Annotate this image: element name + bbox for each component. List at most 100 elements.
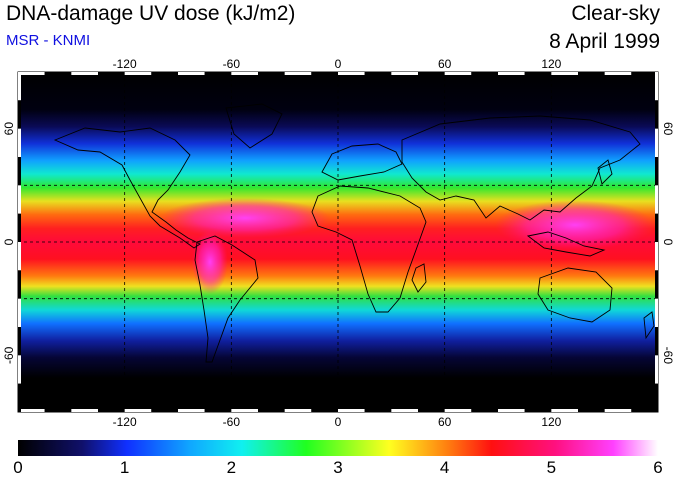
frame-segment-top: [444, 72, 472, 75]
frame-segment-bottom: [551, 409, 578, 412]
frame-segment-left: [18, 327, 21, 356]
frame-segment-right: [655, 327, 658, 356]
lon-label-bottom: -60: [223, 415, 241, 429]
asia-coast: [401, 115, 641, 221]
frame-segment-left: [18, 355, 21, 384]
frame-segment-top: [311, 72, 338, 75]
lat-label-right: -60: [661, 347, 675, 365]
frame-segment-top: [284, 72, 312, 75]
frame-segment-bottom: [71, 409, 98, 412]
frame-segment-top: [364, 72, 392, 75]
frame-segment-top: [524, 72, 552, 75]
frame-segment-left: [18, 213, 21, 242]
frame-segment-top: [498, 72, 525, 75]
colorbar-label: 3: [333, 458, 343, 477]
frame-segment-top: [418, 72, 445, 75]
south-america-coast: [194, 235, 259, 363]
frame-segment-bottom: [178, 409, 205, 412]
lon-label-top: -60: [223, 57, 241, 71]
colorbar-label: 0: [13, 458, 23, 477]
lat-label-left: -60: [2, 346, 16, 364]
sky-condition: Clear-sky: [571, 2, 660, 25]
lon-label-top: 0: [335, 57, 342, 71]
lon-label-top: -120: [113, 57, 137, 71]
tick-labels: -120 -120 -60 -60 0 0 60 60 120 120 -60 -60 0 0 60 60: [2, 57, 675, 429]
map-title: DNA-damage UV dose (kJ/m2): [6, 2, 296, 25]
frame-segment-left: [18, 383, 21, 412]
frame-segment-top: [18, 72, 45, 75]
frame-segment-bottom: [18, 409, 45, 412]
frame-segment-right: [655, 157, 658, 186]
frame-segment-bottom: [311, 409, 338, 412]
frame-segment-bottom: [258, 409, 285, 412]
new-zealand-coast: [643, 311, 655, 340]
frame-segment-right: [655, 242, 658, 271]
frame-segment-left: [18, 128, 21, 157]
frame-segment-left: [18, 100, 21, 129]
uv-maximum-atlantic: [160, 198, 330, 238]
frame-segment-bottom: [604, 409, 632, 412]
frame-segment-right: [655, 128, 658, 157]
frame-segment-top: [71, 72, 98, 75]
colorbar-label: 6: [653, 458, 663, 477]
madagascar-coast: [411, 263, 427, 293]
frame-segment-bottom: [524, 409, 552, 412]
uv-maximum-west-pacific: [495, 200, 655, 250]
lon-label-bottom: 120: [541, 415, 561, 429]
colorbar-label: 1: [119, 458, 130, 477]
frame-segment-top: [338, 72, 365, 75]
map-date: 8 April 1999: [549, 30, 660, 53]
frame-segment-bottom: [391, 409, 418, 412]
frame-segment-right: [655, 213, 658, 242]
lat-label-left: 60: [2, 122, 16, 136]
frame-segment-top: [44, 72, 72, 75]
frame-segment-left: [18, 72, 21, 101]
maritime-continent-coast: [526, 231, 606, 257]
lon-label-bottom: 0: [335, 415, 342, 429]
coastlines: [53, 103, 655, 363]
europe-coast: [321, 143, 403, 181]
frame-segment-top: [98, 72, 125, 75]
frame-segment-bottom: [444, 409, 472, 412]
frame-segment-top: [204, 72, 232, 75]
frame-segment-top: [231, 72, 258, 75]
frame-segment-left: [18, 242, 21, 271]
frame-segment-right: [655, 100, 658, 129]
frame-segment-top: [471, 72, 498, 75]
graticule: [18, 72, 658, 412]
frame-segment-top: [578, 72, 605, 75]
frame-segment-left: [18, 298, 21, 327]
frame-segment-left: [18, 270, 21, 299]
frame-segment-bottom: [231, 409, 258, 412]
frame-segment-left: [18, 157, 21, 186]
frame-segment-right: [655, 72, 658, 101]
frame-segment-top: [178, 72, 205, 75]
frame-segment-bottom: [498, 409, 525, 412]
australia-coast: [537, 267, 613, 323]
frame-segment-bottom: [98, 409, 125, 412]
lat-label-left: 0: [2, 238, 16, 245]
lon-label-top: 60: [438, 57, 452, 71]
frame-ticks: [18, 72, 658, 412]
lat-label-right: 60: [661, 122, 675, 136]
frame-segment-bottom: [364, 409, 392, 412]
africa-coast: [311, 185, 427, 313]
frame-segment-right: [655, 185, 658, 214]
colorbar-label: 2: [226, 458, 237, 477]
frame-segment-bottom: [578, 409, 605, 412]
data-source: MSR - KNMI: [6, 32, 91, 49]
colorbar-label: 5: [546, 458, 557, 477]
frame-segment-bottom: [471, 409, 498, 412]
uv-maximum-andes: [192, 230, 228, 294]
colorbar-label: 4: [439, 458, 450, 477]
lon-label-bottom: -120: [113, 415, 137, 429]
frame-segment-bottom: [44, 409, 72, 412]
frame-segment-top: [631, 72, 658, 75]
frame-segment-bottom: [631, 409, 658, 412]
frame-segment-right: [655, 298, 658, 327]
frame-segment-top: [151, 72, 178, 75]
frame-segment-bottom: [204, 409, 232, 412]
frame-segment-left: [18, 185, 21, 214]
frame-segment-top: [391, 72, 418, 75]
